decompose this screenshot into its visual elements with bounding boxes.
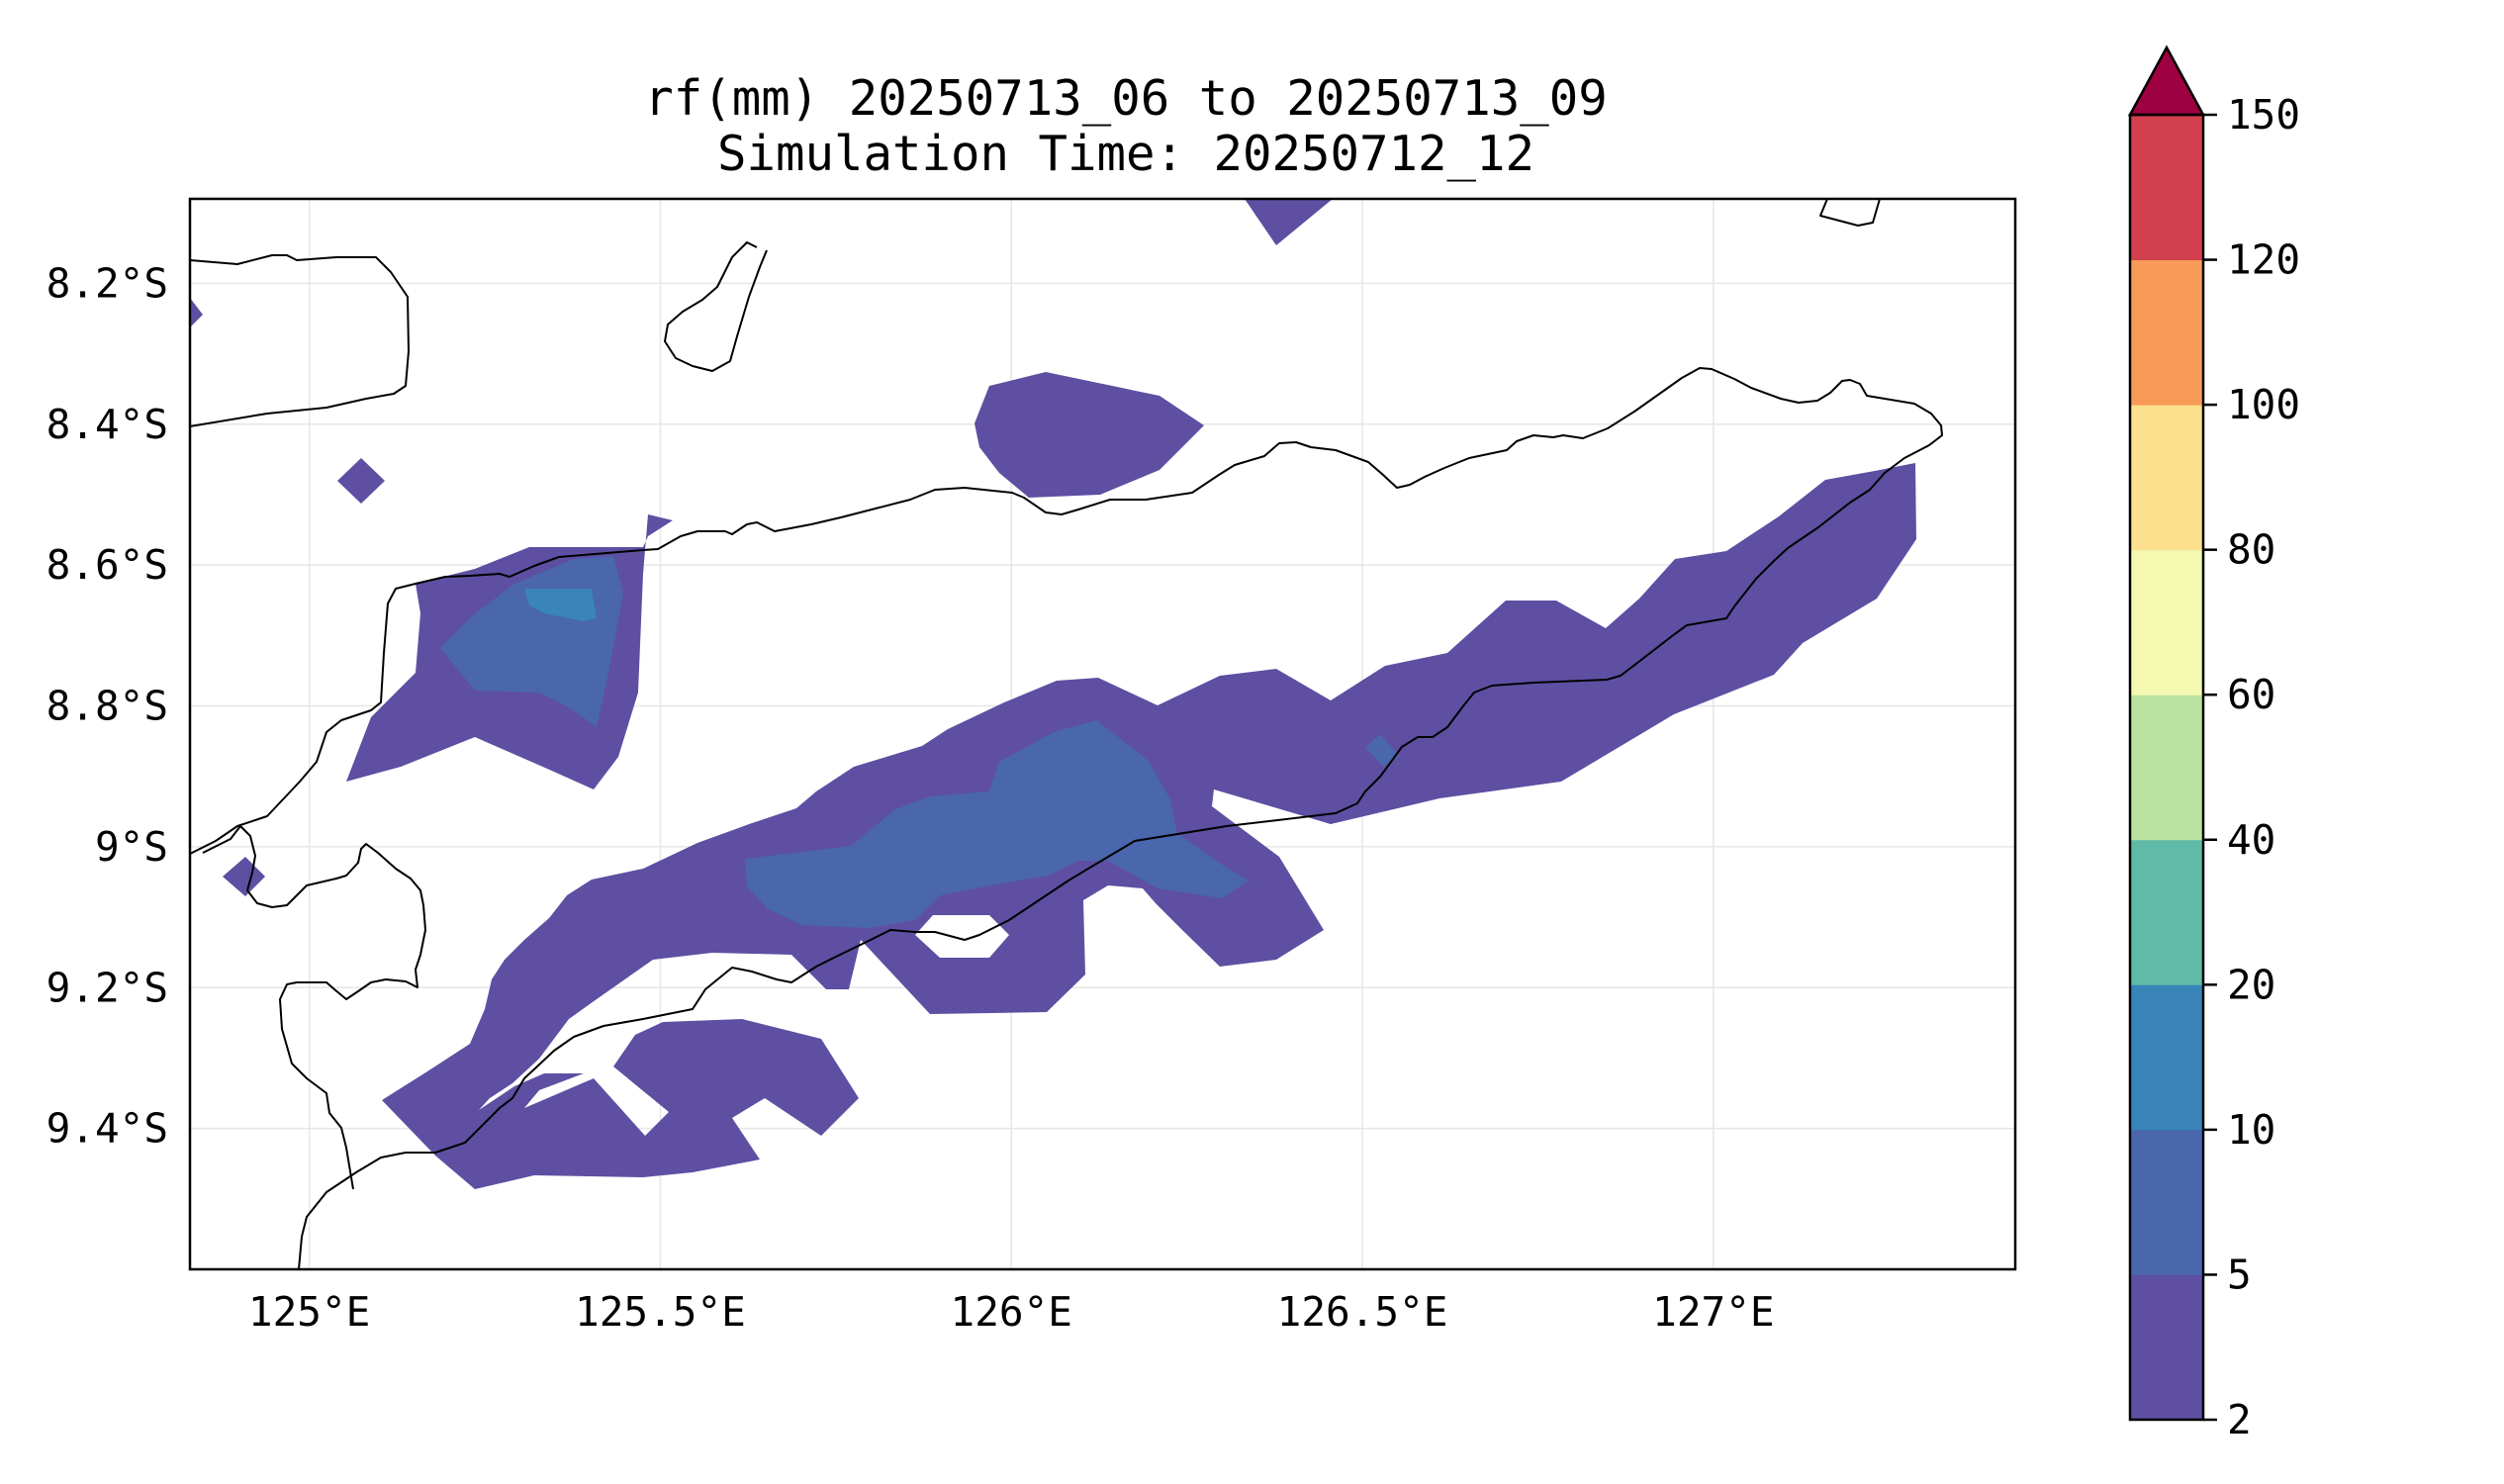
colorbar-label: 5 — [2227, 1251, 2252, 1298]
rainfall-layer-10-20mm — [524, 589, 597, 621]
y-axis-ticks: 8.2°S 8.4°S 8.6°S 8.8°S 9°S 9.2°S 9.4°S — [46, 259, 168, 1152]
colorbar-segment — [2130, 1129, 2203, 1275]
x-tick-label: 127°E — [1652, 1288, 1774, 1336]
colorbar-segment — [2130, 405, 2203, 551]
coastline-atauro — [664, 241, 768, 372]
map-title-line2: Simulation Time: 20250712_12 — [717, 126, 1534, 182]
colorbar-label: 120 — [2227, 236, 2300, 284]
x-tick-label: 126°E — [951, 1288, 1072, 1336]
colorbar-segment — [2130, 695, 2203, 841]
rain-patch-diamond-north — [337, 458, 385, 504]
y-tick-label: 8.2°S — [46, 259, 168, 307]
rain-core-east — [1365, 734, 1400, 767]
colorbar-label: 80 — [2227, 526, 2275, 574]
coastline-islet-northeast — [1819, 198, 1881, 227]
rain-max-west — [524, 589, 597, 621]
map-title-line1: rf(mm) 20250713_06 to 20250713_09 — [644, 70, 1608, 127]
colorbar-label: 20 — [2227, 961, 2275, 1008]
rain-patch-leftedge — [190, 298, 203, 327]
colorbar: 2 5 10 20 40 60 80 100 120 150 — [2127, 45, 2300, 1443]
x-tick-label: 125°E — [248, 1288, 370, 1336]
colorbar-extend-triangle — [2127, 45, 2206, 117]
colorbar-label: 10 — [2227, 1106, 2275, 1154]
colorbar-label: 60 — [2227, 671, 2275, 718]
coastlines — [189, 198, 1943, 1270]
colorbar-label: 2 — [2227, 1396, 2252, 1443]
colorbar-segment — [2130, 259, 2203, 406]
colorbar-frame — [2128, 113, 2205, 1422]
colorbar-segment — [2130, 549, 2203, 696]
colorbar-segment — [2130, 839, 2203, 985]
y-tick-label: 9.4°S — [46, 1105, 168, 1153]
y-tick-label: 8.4°S — [46, 401, 168, 448]
y-tick-label: 9°S — [95, 823, 168, 871]
y-tick-label: 9.2°S — [46, 964, 168, 1011]
x-tick-label: 125.5°E — [575, 1288, 746, 1336]
x-tick-label: 126.5°E — [1277, 1288, 1448, 1336]
colorbar-segment — [2130, 1274, 2203, 1421]
coastline-alor-north — [189, 254, 410, 427]
rain-patch-north-sea — [974, 372, 1204, 498]
rain-patch-topcenter — [1245, 199, 1333, 245]
map-panel: 125°E 125.5°E 126°E 126.5°E 127°E 8.2°S 8.4°S… — [46, 197, 2017, 1336]
coastline-timor-south — [202, 825, 426, 1190]
rain-patch-diamond-south — [223, 857, 265, 896]
colorbar-segment — [2130, 984, 2203, 1131]
map-frame — [188, 197, 2017, 1271]
y-tick-label: 8.8°S — [46, 683, 168, 730]
colorbar-segment — [2130, 115, 2203, 261]
coastline-timor-north — [189, 367, 1943, 1270]
colorbar-label: 40 — [2227, 816, 2275, 864]
rain-core-central — [745, 720, 1249, 928]
y-tick-label: 8.6°S — [46, 541, 168, 589]
x-axis-ticks: 125°E 125.5°E 126°E 126.5°E 127°E — [248, 1288, 1775, 1336]
colorbar-label: 150 — [2227, 91, 2300, 139]
colorbar-label: 100 — [2227, 381, 2300, 428]
